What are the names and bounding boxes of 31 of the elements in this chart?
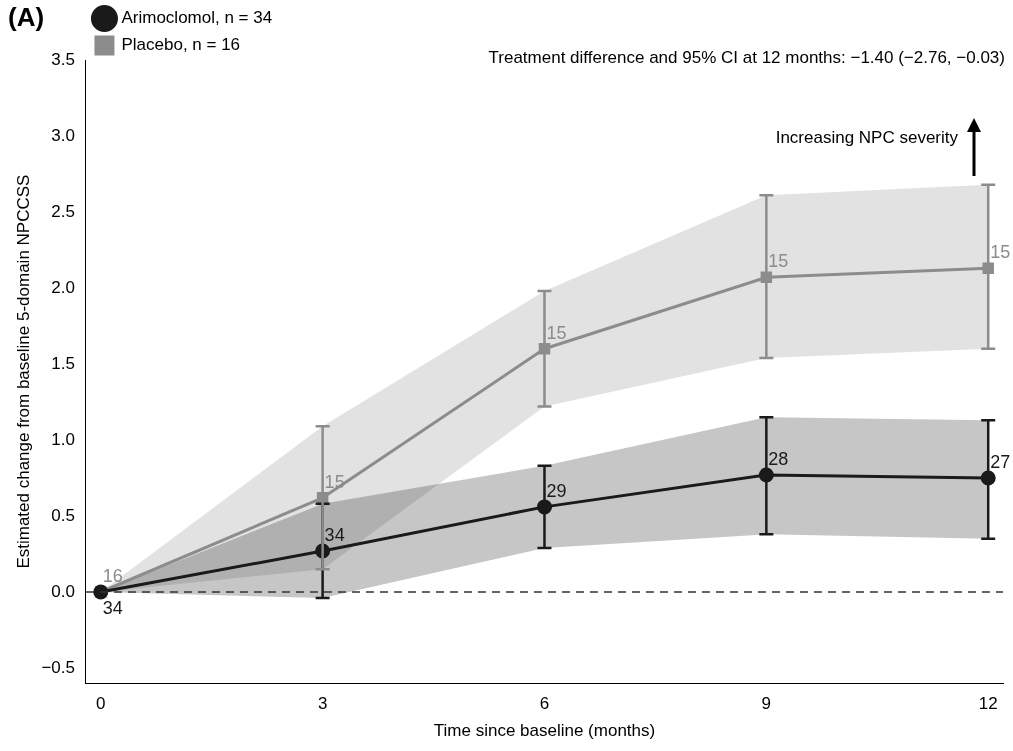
annotation: 34 — [102, 597, 123, 618]
annotation: 15 — [546, 322, 567, 343]
y-tick-label: 2.0 — [51, 277, 75, 297]
y-tick-label: 3.5 — [51, 49, 75, 69]
y-axis-title: Estimated change from baseline 5-domain NPCCSS — [13, 174, 33, 569]
y-tick-label: 1.5 — [51, 353, 75, 373]
y-tick-label: 3.0 — [51, 125, 75, 145]
y-tick-label: 0.5 — [51, 505, 75, 525]
annotation: Treatment difference and 95% CI at 12 months: −1.40 (−2.76, −0.03) — [488, 48, 1005, 68]
annotation: 29 — [546, 480, 567, 501]
annotation: Increasing NPC severity — [775, 128, 958, 148]
annotation: 15 — [990, 242, 1011, 263]
legend-label: Arimoclomol, n = 34 — [121, 8, 273, 28]
y-tick-label: 1.0 — [51, 429, 75, 449]
x-tick-label: 0 — [96, 694, 106, 714]
text: (A) — [8, 2, 45, 33]
x-tick-label: 3 — [317, 694, 328, 714]
y-tick-label: −0.5 — [41, 657, 75, 677]
annotation: 34 — [324, 524, 345, 545]
x-axis-title: Time since baseline (months) — [433, 721, 656, 741]
y-tick-label: 2.5 — [51, 201, 75, 221]
annotation: 28 — [768, 448, 789, 469]
x-tick-label: 9 — [761, 694, 772, 714]
annotation: 16 — [102, 565, 123, 586]
y-tick-label: 0.0 — [51, 581, 75, 601]
point — [982, 262, 994, 274]
x-tick-label: 12 — [978, 694, 998, 714]
x-tick-label: 6 — [539, 694, 550, 714]
annotation: 15 — [768, 251, 789, 272]
legend-label: Placebo, n = 16 — [121, 35, 241, 55]
annotation: 27 — [990, 451, 1011, 472]
